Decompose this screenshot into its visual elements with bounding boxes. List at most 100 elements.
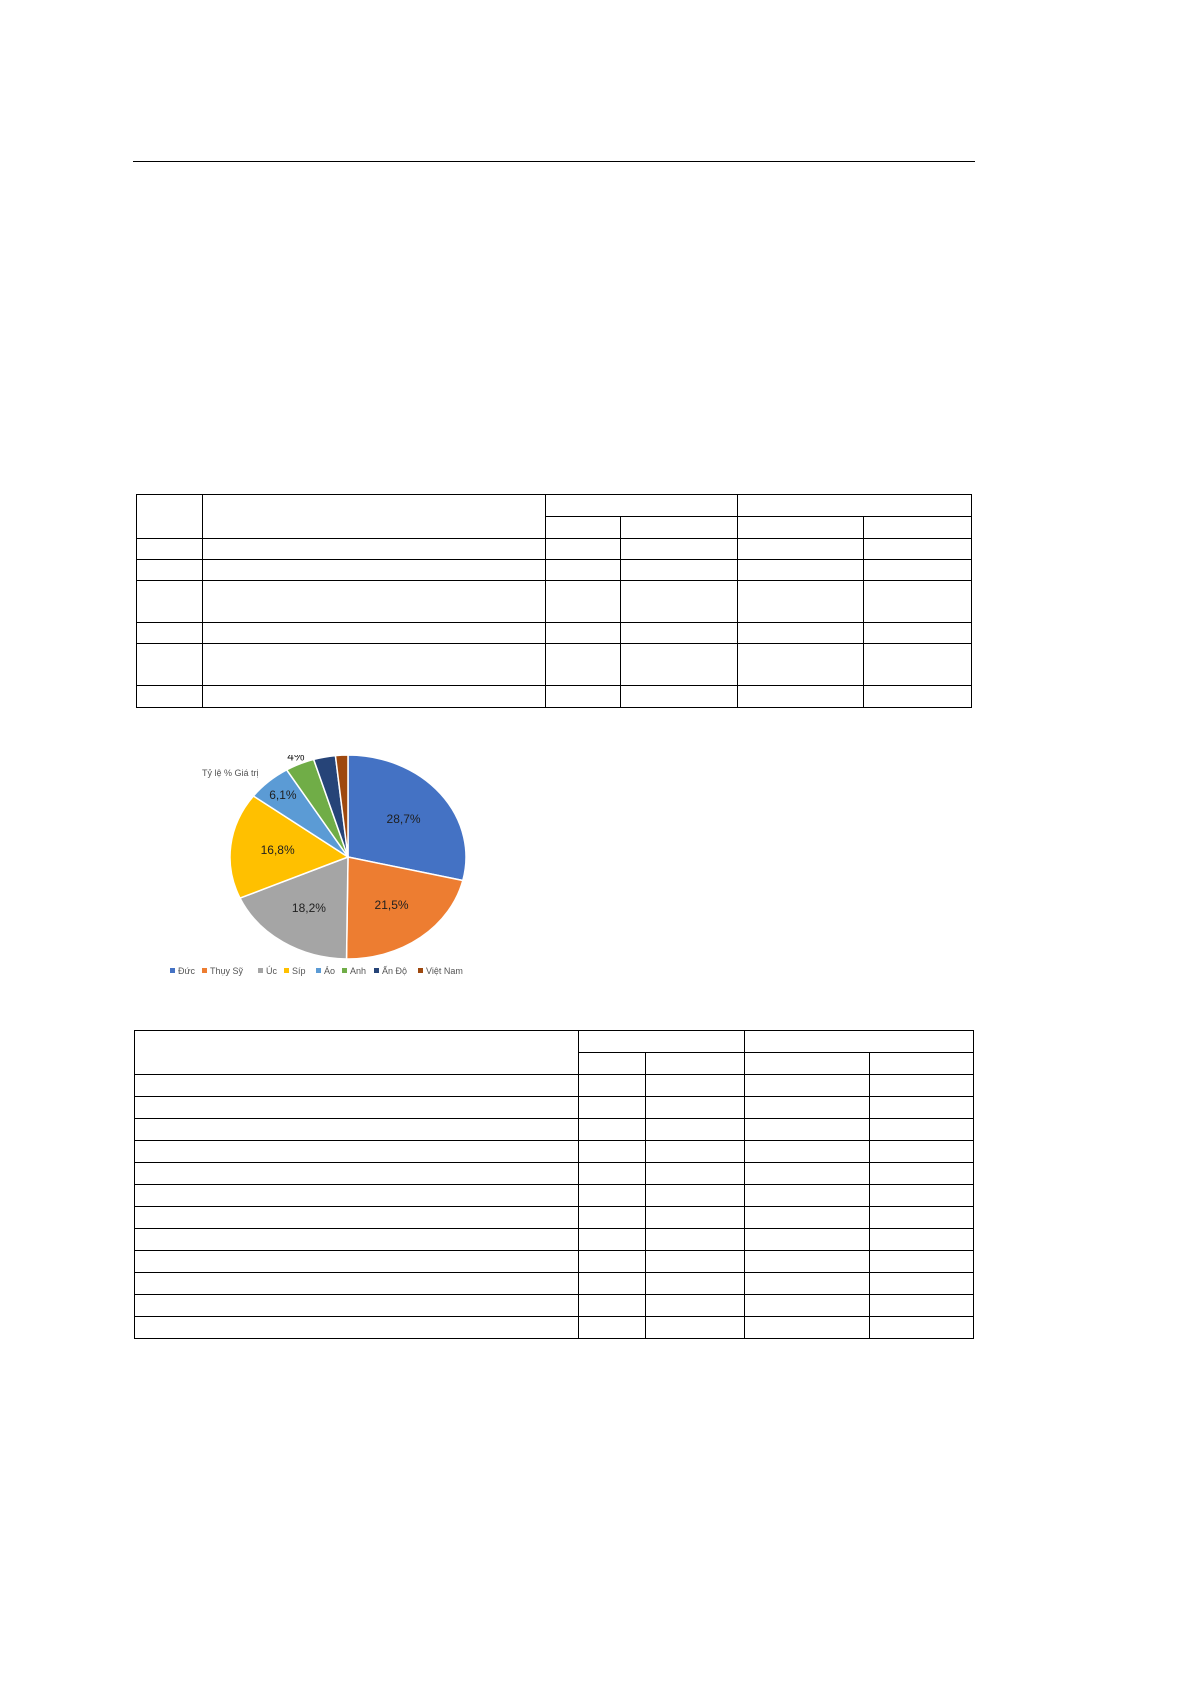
table-cell bbox=[578, 1316, 646, 1339]
table-cell bbox=[863, 516, 972, 539]
table-cell bbox=[744, 1272, 870, 1295]
header-rule bbox=[133, 161, 975, 162]
table-cell bbox=[645, 1140, 745, 1163]
legend-label: Anh bbox=[350, 966, 366, 976]
data-label: 18,2% bbox=[292, 901, 326, 915]
pie-slice-7 bbox=[334, 755, 349, 858]
table-cell bbox=[863, 580, 972, 623]
table-row bbox=[134, 1250, 974, 1273]
table-cell bbox=[869, 1140, 974, 1163]
table-cell bbox=[744, 1140, 870, 1163]
legend-swatch bbox=[316, 968, 321, 973]
table-cell bbox=[744, 1294, 870, 1317]
table-cell bbox=[578, 1118, 646, 1141]
table-cell bbox=[869, 1228, 974, 1251]
table-cell bbox=[744, 1250, 870, 1273]
table-cell bbox=[134, 1294, 579, 1317]
table-cell bbox=[136, 559, 203, 581]
legend-swatch bbox=[374, 968, 379, 973]
legend-swatch bbox=[170, 968, 175, 973]
table-cell bbox=[620, 622, 738, 644]
table-cell bbox=[645, 1052, 745, 1075]
table-cell bbox=[744, 1118, 870, 1141]
pie-slice-0 bbox=[347, 755, 467, 882]
table-cell bbox=[134, 1206, 579, 1229]
legend-label: Síp bbox=[292, 966, 306, 976]
table-cell bbox=[134, 1118, 579, 1141]
legend-swatch bbox=[418, 968, 423, 973]
table-cell bbox=[136, 622, 203, 644]
table-cell bbox=[620, 516, 738, 539]
table-cell bbox=[545, 494, 738, 517]
table-cell bbox=[737, 685, 864, 708]
table-cell bbox=[545, 559, 621, 581]
table-row bbox=[136, 643, 972, 686]
legend-label: Ấn Độ bbox=[382, 966, 407, 976]
table-1 bbox=[136, 494, 972, 708]
table-row bbox=[136, 580, 972, 623]
table-cell bbox=[136, 685, 203, 708]
table-cell bbox=[737, 622, 864, 644]
table-cell bbox=[869, 1206, 974, 1229]
table-cell bbox=[134, 1030, 579, 1075]
table-cell bbox=[869, 1052, 974, 1075]
table-row bbox=[134, 1272, 974, 1295]
table-cell bbox=[136, 643, 203, 686]
table-cell bbox=[202, 494, 546, 539]
table-cell bbox=[869, 1074, 974, 1097]
table-cell bbox=[645, 1096, 745, 1119]
table-cell bbox=[869, 1250, 974, 1273]
table-cell bbox=[744, 1316, 870, 1339]
data-label: 4% bbox=[287, 755, 305, 763]
table-cell bbox=[134, 1096, 579, 1119]
table-cell bbox=[578, 1030, 745, 1053]
table-cell bbox=[134, 1316, 579, 1339]
table-cell bbox=[737, 538, 864, 560]
table-cell bbox=[863, 685, 972, 708]
table-cell bbox=[134, 1162, 579, 1185]
table-row bbox=[134, 1096, 974, 1119]
table-row bbox=[134, 1206, 974, 1229]
table-cell bbox=[737, 643, 864, 686]
table-cell bbox=[744, 1206, 870, 1229]
legend-swatch bbox=[342, 968, 347, 973]
table-cell bbox=[645, 1118, 745, 1141]
table-cell bbox=[202, 559, 546, 581]
legend-swatch bbox=[258, 968, 263, 973]
table-cell bbox=[578, 1228, 646, 1251]
pie-slice-3 bbox=[229, 795, 350, 900]
data-label: 16,8% bbox=[261, 843, 295, 857]
table-row bbox=[136, 685, 972, 708]
table-cell bbox=[202, 643, 546, 686]
table-cell bbox=[545, 622, 621, 644]
table-cell bbox=[869, 1096, 974, 1119]
table-cell bbox=[202, 580, 546, 623]
legend-label: Đức bbox=[178, 966, 196, 976]
table-cell bbox=[645, 1206, 745, 1229]
table-row bbox=[136, 622, 972, 644]
table-cell bbox=[863, 538, 972, 560]
table-row bbox=[134, 1316, 974, 1339]
table-cell bbox=[645, 1184, 745, 1207]
table-cell bbox=[744, 1184, 870, 1207]
table-cell bbox=[134, 1228, 579, 1251]
table-cell bbox=[737, 516, 864, 539]
table-cell bbox=[134, 1272, 579, 1295]
table-2 bbox=[134, 1030, 974, 1339]
table-cell bbox=[545, 538, 621, 560]
table-cell bbox=[578, 1206, 646, 1229]
legend-label: Việt Nam bbox=[426, 966, 463, 976]
pie-slice-1 bbox=[345, 856, 464, 960]
table-cell bbox=[744, 1052, 870, 1075]
data-label: 6,1% bbox=[269, 788, 297, 802]
table-cell bbox=[136, 580, 203, 623]
table-cell bbox=[645, 1250, 745, 1273]
table-cell bbox=[578, 1096, 646, 1119]
table-cell bbox=[645, 1162, 745, 1185]
table-cell bbox=[136, 494, 203, 539]
table-cell bbox=[869, 1162, 974, 1185]
legend-swatch bbox=[202, 968, 207, 973]
legend-label: Áo bbox=[324, 966, 335, 976]
table-cell bbox=[620, 643, 738, 686]
data-label: 21,5% bbox=[375, 898, 409, 912]
